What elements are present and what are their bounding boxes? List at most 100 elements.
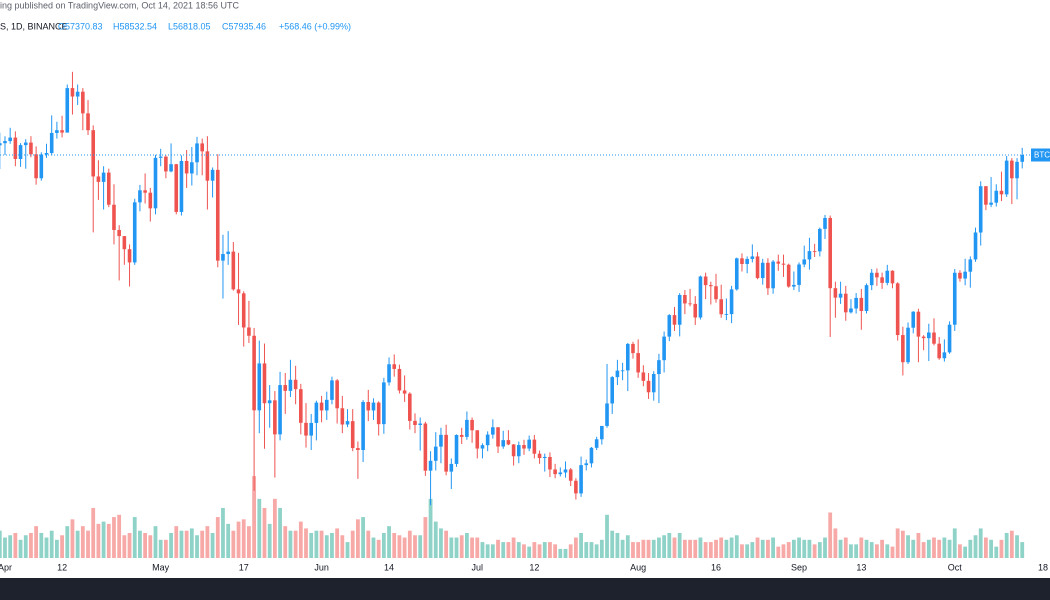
volume-bar (542, 542, 547, 558)
candle-body (267, 400, 272, 404)
price-tag: BTC (1034, 151, 1050, 160)
volume-bar (869, 542, 874, 558)
candle-body (86, 113, 90, 131)
candle-body (278, 385, 282, 435)
volume-bar (200, 530, 205, 558)
candle-body (921, 336, 926, 339)
candle-body (60, 130, 64, 133)
candle-body (584, 463, 589, 466)
volume-bar (989, 539, 993, 558)
ohlc-high: H58532.54 (113, 21, 157, 31)
candle-body (96, 176, 101, 182)
volume-bar (122, 535, 127, 558)
candle-body (880, 277, 884, 283)
volume-bar (937, 539, 942, 558)
candle-body (594, 439, 599, 448)
volume-bar (356, 519, 360, 558)
volume-bar (921, 542, 926, 558)
volume-bar (262, 507, 267, 558)
candle-body (148, 192, 153, 209)
volume-bar (319, 530, 324, 558)
volume-bar (459, 535, 464, 558)
volume-bar (885, 544, 890, 558)
volume-bar (143, 532, 148, 558)
candle-body (23, 142, 28, 146)
volume-bar (288, 530, 293, 558)
candle-body (112, 204, 116, 230)
candle-body (1020, 155, 1025, 162)
x-tick-label: Aug (630, 562, 646, 572)
candle-body (750, 256, 755, 259)
volume-bar (407, 530, 412, 558)
volume-bar (963, 546, 968, 558)
candle-body (625, 343, 630, 371)
candle-body (833, 288, 838, 298)
volume-bar (620, 539, 625, 558)
candle-body (1010, 160, 1014, 179)
candle-body (75, 91, 80, 97)
volume-bar (895, 528, 900, 558)
candle-body (29, 142, 33, 155)
candle-body (480, 445, 485, 449)
x-tick-label: 16 (711, 562, 721, 572)
candle-body (34, 154, 38, 179)
volume-bar (335, 528, 340, 558)
volume-bar (849, 544, 853, 558)
candle-body (537, 453, 542, 459)
volume-bar (807, 539, 812, 558)
volume-bar (1020, 542, 1025, 558)
volume-bar (553, 544, 558, 558)
volume-bar (651, 539, 656, 558)
volume-bar (464, 532, 469, 558)
volume-bar (880, 539, 884, 558)
candle-body (558, 472, 563, 475)
candle-body (350, 421, 355, 449)
volume-bar (91, 507, 96, 558)
volume-bar (39, 532, 44, 558)
volume-bar (802, 539, 807, 558)
volume-bar (973, 535, 978, 558)
volume-bar (153, 526, 158, 558)
volume-bar (703, 542, 708, 558)
volume-bar (579, 532, 583, 558)
candle-body (106, 172, 111, 205)
candle-body (729, 289, 734, 315)
candle-body (797, 264, 801, 285)
volume-bar (324, 535, 329, 558)
x-tick-label: 18 (1038, 562, 1048, 572)
volume-bar (96, 523, 101, 558)
volume-bar (631, 542, 635, 558)
volume-bar (423, 517, 428, 558)
candle-body (418, 423, 422, 425)
volume-bar (18, 539, 23, 558)
candle-body (132, 202, 137, 263)
volume-bar (999, 539, 1004, 558)
volume-bar (444, 530, 449, 558)
volume-bar (797, 537, 801, 558)
candle-body (636, 353, 640, 373)
candle-body (449, 463, 454, 472)
volume-bar (527, 546, 532, 558)
candle-body (875, 272, 879, 278)
candle-body (506, 440, 511, 445)
volume-bar (158, 539, 163, 558)
candle-body (231, 251, 236, 290)
volume-bar (911, 539, 916, 558)
volume-bar (734, 535, 739, 558)
volume-bar (584, 542, 589, 558)
candle-body (781, 263, 786, 265)
candle-body (164, 156, 168, 172)
candle-body (247, 327, 251, 336)
candle-body (672, 315, 677, 325)
candle-body (890, 270, 895, 284)
candle-body (937, 343, 941, 359)
volume-bar (86, 530, 90, 558)
volume-bar (361, 517, 365, 558)
volume-bar (667, 532, 672, 558)
volume-bar (205, 526, 210, 558)
candle-body (288, 379, 293, 391)
candle-body (413, 420, 417, 425)
ohlc-low: L56818.05 (168, 21, 211, 31)
volume-bar (314, 530, 319, 558)
candle-body (683, 295, 687, 304)
